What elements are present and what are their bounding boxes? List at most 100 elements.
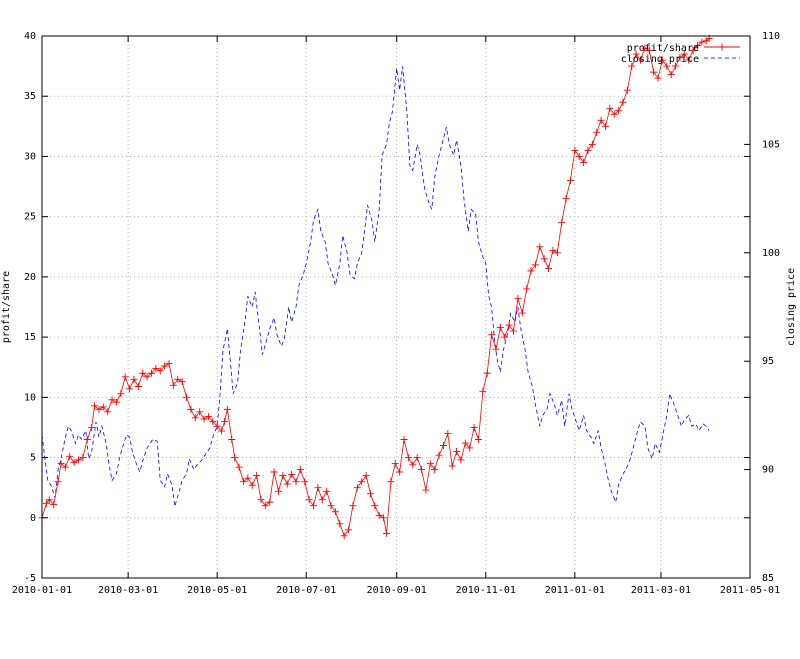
y2-axis-label: closing price <box>786 268 797 346</box>
data-point-profit-share <box>641 44 649 52</box>
data-point-profit-share <box>279 472 287 480</box>
data-point-profit-share <box>650 68 658 76</box>
data-point-profit-share <box>270 468 278 476</box>
data-point-profit-share <box>461 439 469 447</box>
data-point-profit-share <box>580 158 588 166</box>
data-point-profit-share <box>575 152 583 160</box>
series-line-profit-share <box>41 38 710 537</box>
y2-tick-label: 90 <box>762 465 774 476</box>
x-tick-label: 2010-11-01 <box>456 585 516 596</box>
series-layer <box>38 34 713 540</box>
x-tick-label: 2011-05-01 <box>720 585 780 596</box>
data-point-profit-share <box>562 195 570 203</box>
data-point-profit-share <box>584 146 592 154</box>
data-point-profit-share <box>505 321 513 329</box>
data-point-profit-share <box>439 442 447 450</box>
data-point-profit-share <box>88 423 96 431</box>
data-point-profit-share <box>404 454 412 462</box>
data-point-profit-share <box>323 487 331 495</box>
data-point-profit-share <box>672 62 680 70</box>
data-point-profit-share <box>615 107 623 115</box>
axis-ticks: -5 0 5 10 15 20 25 30 35 40 85 90 95 100 105 110 2010-01… <box>12 31 780 596</box>
data-point-profit-share <box>239 478 247 486</box>
series-line-closing-price <box>41 66 710 507</box>
data-point-profit-share <box>345 526 353 534</box>
data-point-profit-share <box>74 456 82 464</box>
data-point-profit-share <box>457 456 465 464</box>
data-point-profit-share <box>235 463 243 471</box>
data-point-profit-share <box>435 451 443 459</box>
data-point-profit-share <box>453 448 461 456</box>
data-point-profit-share <box>42 499 50 507</box>
data-point-profit-share <box>45 496 53 504</box>
data-point-profit-share <box>130 375 138 383</box>
data-point-profit-share <box>178 378 186 386</box>
data-point-profit-share <box>658 56 666 64</box>
data-point-profit-share <box>187 405 195 413</box>
data-point-profit-share <box>283 480 291 488</box>
data-point-profit-share <box>134 382 142 390</box>
data-point-profit-share <box>518 309 526 317</box>
data-point-profit-share <box>431 466 439 474</box>
data-point-profit-share <box>549 246 557 254</box>
data-point-profit-share <box>483 369 491 377</box>
y-tick-label: 5 <box>30 453 36 464</box>
y-tick-label: 15 <box>24 332 36 343</box>
data-point-profit-share <box>318 496 326 504</box>
y-tick-label: -5 <box>24 573 36 584</box>
data-point-profit-share <box>248 481 256 489</box>
data-point-profit-share <box>523 285 531 293</box>
data-point-profit-share <box>231 454 239 462</box>
data-point-profit-share <box>426 460 434 468</box>
data-point-profit-share <box>422 486 430 494</box>
x-tick-label: 2010-01-01 <box>12 585 72 596</box>
data-point-profit-share <box>57 460 65 468</box>
data-point-profit-share <box>70 458 78 466</box>
x-tick-label: 2011-03-01 <box>631 585 691 596</box>
data-point-profit-share <box>479 387 487 395</box>
data-point-profit-share <box>117 390 125 398</box>
data-point-profit-share <box>292 478 300 486</box>
data-point-profit-share <box>601 122 609 130</box>
data-point-profit-share <box>288 470 296 478</box>
data-point-profit-share <box>296 466 304 474</box>
data-point-profit-share <box>112 398 120 406</box>
data-point-profit-share <box>266 498 274 506</box>
data-point-profit-share <box>99 403 107 411</box>
data-point-profit-share <box>387 478 395 486</box>
data-point-profit-share <box>693 42 701 50</box>
data-point-profit-share <box>383 529 391 537</box>
data-point-profit-share <box>165 360 173 368</box>
data-point-profit-share <box>566 177 574 185</box>
data-point-profit-share <box>375 511 383 519</box>
y-tick-label: 0 <box>30 513 36 524</box>
data-point-profit-share <box>488 331 496 339</box>
y2-tick-label: 95 <box>762 356 774 367</box>
x-tick-label: 2010-09-01 <box>367 585 427 596</box>
legend-marker-profit <box>718 43 726 51</box>
data-point-profit-share <box>183 393 191 401</box>
y2-tick-label: 85 <box>762 573 774 584</box>
legend-label-profit: profit/share <box>627 43 699 54</box>
data-point-profit-share <box>654 74 662 82</box>
plot-area-border <box>41 35 751 579</box>
data-point-profit-share <box>169 381 177 389</box>
data-point-profit-share <box>545 264 553 272</box>
data-point-profit-share <box>514 295 522 303</box>
data-point-profit-share <box>663 62 671 70</box>
data-point-profit-share <box>470 423 478 431</box>
data-point-profit-share <box>104 408 112 416</box>
data-point-profit-share <box>126 385 134 393</box>
data-point-profit-share <box>645 46 653 54</box>
y-tick-label: 35 <box>24 91 36 102</box>
data-point-profit-share <box>336 520 344 528</box>
data-point-profit-share <box>444 429 452 437</box>
y2-tick-label: 110 <box>762 31 780 42</box>
data-point-profit-share <box>66 452 74 460</box>
y-tick-label: 30 <box>24 151 36 162</box>
data-point-profit-share <box>619 98 627 106</box>
data-point-profit-share <box>366 490 374 498</box>
data-point-profit-share <box>50 501 58 509</box>
